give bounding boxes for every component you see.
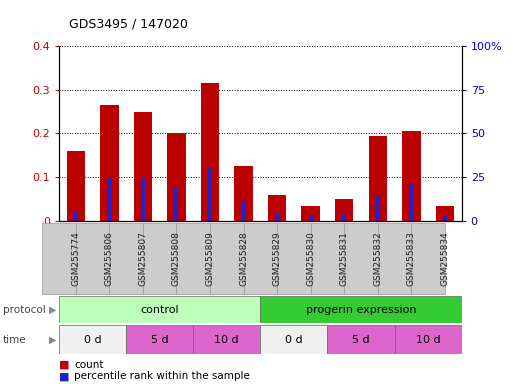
Bar [260, 296, 462, 323]
Bar [100, 105, 119, 221]
Text: count: count [74, 360, 104, 370]
Bar [174, 188, 179, 221]
Bar [260, 325, 327, 354]
Bar [309, 217, 313, 221]
Text: GSM255806: GSM255806 [105, 231, 114, 286]
Bar [193, 325, 260, 354]
Text: protocol: protocol [3, 305, 45, 314]
Text: GSM255774: GSM255774 [71, 231, 80, 286]
Bar [368, 136, 387, 221]
Text: progerin expression: progerin expression [306, 305, 416, 314]
Text: GDS3495 / 147020: GDS3495 / 147020 [69, 18, 188, 31]
Bar [109, 223, 143, 294]
Bar [126, 325, 193, 354]
Text: 10 d: 10 d [416, 334, 441, 345]
Bar [378, 223, 411, 294]
Bar [409, 184, 413, 221]
Bar [143, 223, 176, 294]
Text: GSM255807: GSM255807 [139, 231, 147, 286]
Bar [327, 325, 394, 354]
Bar [275, 214, 279, 221]
Text: GSM255808: GSM255808 [172, 231, 181, 286]
Text: ▶: ▶ [49, 334, 56, 345]
Text: time: time [3, 334, 26, 345]
Bar [67, 151, 85, 221]
Text: ■: ■ [59, 360, 69, 370]
Bar [376, 195, 380, 221]
Text: GSM255832: GSM255832 [373, 231, 382, 286]
Bar [411, 223, 445, 294]
Text: GSM255831: GSM255831 [340, 231, 349, 286]
Text: GSM255834: GSM255834 [441, 231, 449, 286]
Bar [302, 205, 320, 221]
Text: percentile rank within the sample: percentile rank within the sample [74, 371, 250, 381]
Bar [234, 166, 253, 221]
Bar [74, 212, 78, 221]
Bar [134, 112, 152, 221]
Bar [335, 199, 353, 221]
Bar [342, 214, 346, 221]
Bar [176, 223, 210, 294]
Bar [436, 205, 454, 221]
Bar [268, 195, 286, 221]
Bar [141, 177, 145, 221]
Bar [208, 169, 212, 221]
Bar [210, 223, 244, 294]
Bar [242, 201, 246, 221]
Text: GSM255828: GSM255828 [239, 231, 248, 286]
Bar [201, 83, 219, 221]
Text: 0 d: 0 d [285, 334, 303, 345]
Bar [76, 223, 109, 294]
Text: ▶: ▶ [49, 305, 56, 314]
Bar [394, 325, 462, 354]
Bar [59, 325, 126, 354]
Bar [244, 223, 277, 294]
Text: GSM255809: GSM255809 [206, 231, 214, 286]
Bar [167, 134, 186, 221]
Text: GSM255833: GSM255833 [407, 231, 416, 286]
Bar [107, 177, 111, 221]
Bar [277, 223, 311, 294]
Bar [311, 223, 344, 294]
Text: GSM255829: GSM255829 [272, 231, 282, 286]
Text: 10 d: 10 d [214, 334, 239, 345]
Text: 0 d: 0 d [84, 334, 102, 345]
Text: control: control [141, 305, 179, 314]
Text: GSM255830: GSM255830 [306, 231, 315, 286]
Text: 5 d: 5 d [151, 334, 168, 345]
Bar [443, 217, 447, 221]
Text: ■: ■ [59, 371, 69, 381]
Text: 5 d: 5 d [352, 334, 370, 345]
Bar [344, 223, 378, 294]
Bar [59, 296, 260, 323]
Bar [402, 131, 421, 221]
Bar [42, 223, 76, 294]
